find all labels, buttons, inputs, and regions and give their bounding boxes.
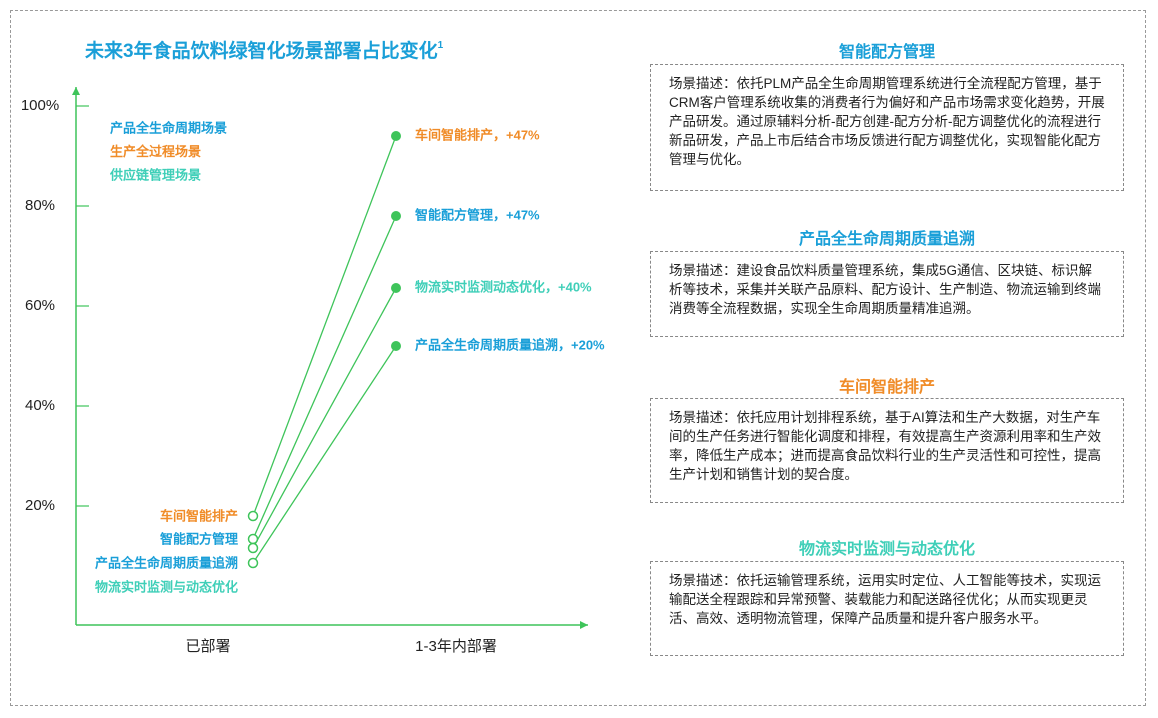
legend-entry: 产品全生命周期场景 [110, 120, 227, 135]
panel-body: 场景描述：依托运输管理系统，运用实时定位、人工智能等技术，实现运输配送全程跟踪和… [650, 561, 1124, 656]
start-point [247, 542, 259, 554]
chart: 未来3年食品饮料绿智化场景部署占比变化1 20% 40% 60% 80% 100% 已部署… [21, 39, 605, 655]
end-label: 智能配方管理，+47% [415, 207, 540, 222]
end-point [391, 211, 401, 221]
series-label: 物流实时监测与动态优化 [95, 579, 238, 594]
y-tick-label: 40% [25, 397, 55, 414]
end-point [391, 283, 401, 293]
panel-title: 车间智能排产 [838, 379, 935, 396]
panel-body: 场景描述：建设食品饮料质量管理系统，集成5G通信、区块链、标识解析等技术，采集并… [650, 251, 1124, 337]
end-point [391, 131, 401, 141]
y-tick-label: 20% [25, 497, 55, 514]
title-note: 1 [438, 40, 444, 51]
slope-line [252, 287, 397, 549]
end-label: 产品全生命周期质量追溯，+20% [415, 337, 605, 352]
slope-line [252, 135, 397, 517]
y-tick-label: 60% [25, 297, 55, 314]
panel-title: 智能配方管理 [838, 44, 935, 61]
y-axis-arrow [72, 87, 80, 95]
start-point [247, 557, 259, 569]
end-point [391, 341, 401, 351]
start-point [247, 510, 259, 522]
panel-title: 产品全生命周期质量追溯 [798, 231, 975, 248]
x-tick-label: 1-3年内部署 [415, 638, 497, 655]
legend-entry: 供应链管理场景 [109, 167, 201, 182]
y-tick-label: 100% [21, 97, 59, 114]
slope-line [252, 345, 397, 564]
panel-body: 场景描述：依托应用计划排程系统，基于AI算法和生产大数据，对生产车间的生产任务进… [650, 398, 1124, 503]
frame [10, 10, 1146, 706]
series-label: 车间智能排产 [160, 508, 238, 523]
chart-title: 未来3年食品饮料绿智化场景部署占比变化1 [84, 39, 444, 62]
y-tick-label: 80% [25, 197, 55, 214]
panel-body: 场景描述：依托PLM产品全生命周期管理系统进行全流程配方管理，基于CRM客户管理… [650, 64, 1124, 191]
title-text: 未来3年食品饮料绿智化场景部署占比变化 [84, 39, 438, 62]
end-label: 车间智能排产，+47% [415, 127, 540, 142]
x-axis-arrow [580, 621, 588, 629]
series-label: 产品全生命周期质量追溯 [95, 555, 238, 570]
end-label: 物流实时监测动态优化，+40% [415, 279, 592, 294]
panel-title: 物流实时监测与动态优化 [798, 541, 975, 558]
legend-entry: 生产全过程场景 [110, 144, 201, 159]
slope-line [252, 215, 397, 540]
series-label: 智能配方管理 [160, 531, 238, 546]
x-tick-label: 已部署 [185, 638, 230, 655]
